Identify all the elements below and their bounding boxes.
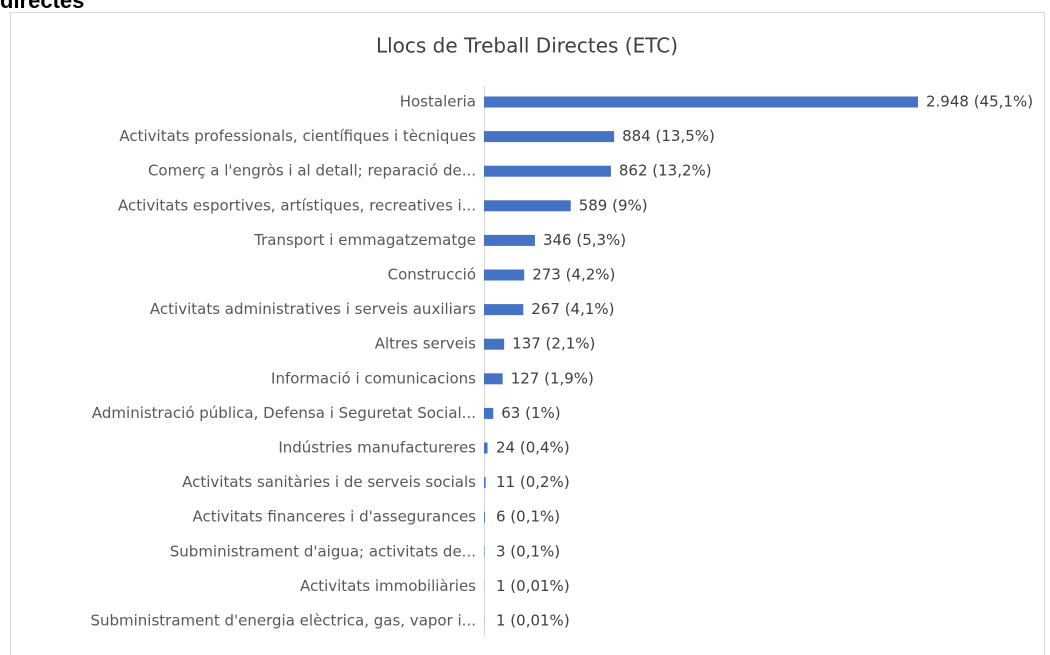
chart-title: Llocs de Treball Directes (ETC) — [376, 34, 678, 58]
bar — [484, 511, 485, 523]
chart-frame — [10, 12, 1045, 655]
bar — [484, 234, 535, 246]
category-label: Activitats immobiliàries — [300, 577, 476, 595]
value-label: 127 (1,9%) — [511, 369, 594, 387]
bar — [484, 131, 615, 143]
category-label: Subministrament d'energia elèctrica, gas… — [90, 612, 476, 630]
bar — [484, 477, 486, 489]
category-label: Activitats sanitàries i de serveis socia… — [182, 473, 476, 491]
bar — [484, 373, 503, 385]
category-label: Activitats professionals, científiques i… — [119, 127, 476, 145]
bar — [484, 269, 525, 281]
category-label: Indústries manufactureres — [278, 439, 476, 457]
category-label: Construcció — [388, 266, 476, 284]
value-label: 884 (13,5%) — [622, 127, 715, 145]
category-label: Subministrament d'aigua; activitats de..… — [170, 542, 476, 560]
value-label: 1 (0,01%) — [496, 577, 570, 595]
value-label: 63 (1%) — [501, 404, 560, 422]
value-label: 11 (0,2%) — [496, 473, 570, 491]
bar — [484, 338, 505, 350]
value-label: 862 (13,2%) — [619, 162, 712, 180]
category-label: Informació i comunicacions — [271, 369, 476, 387]
category-label: Activitats administratives i serveis aux… — [150, 300, 476, 318]
value-label: 346 (5,3%) — [543, 231, 626, 249]
category-label: Altres serveis — [375, 335, 476, 353]
bar — [484, 442, 488, 454]
value-label: 267 (4,1%) — [531, 300, 614, 318]
category-label: Activitats esportives, artístiques, recr… — [118, 196, 476, 214]
value-label: 2.948 (45,1%) — [926, 93, 1033, 111]
category-label: Activitats financeres i d'assegurances — [193, 508, 477, 526]
value-label: 6 (0,1%) — [496, 508, 560, 526]
value-label: 589 (9%) — [579, 196, 648, 214]
bar — [484, 96, 918, 108]
category-label: Administració pública, Defensa i Seguret… — [92, 404, 476, 422]
value-label: 24 (0,4%) — [496, 439, 570, 457]
category-label: Hostaleria — [400, 93, 476, 111]
bar — [484, 304, 524, 316]
category-label: Comerç a l'engròs i al detall; reparació… — [148, 162, 476, 180]
value-label: 1 (0,01%) — [496, 612, 570, 630]
header-title: directes — [0, 0, 84, 13]
bar — [484, 165, 611, 177]
bar — [484, 200, 571, 212]
value-label: 273 (4,2%) — [532, 266, 615, 284]
value-label: 3 (0,1%) — [496, 542, 560, 560]
value-label: 137 (2,1%) — [512, 335, 595, 353]
category-label: Transport i emmagatzematge — [253, 231, 476, 249]
bar — [484, 407, 494, 419]
